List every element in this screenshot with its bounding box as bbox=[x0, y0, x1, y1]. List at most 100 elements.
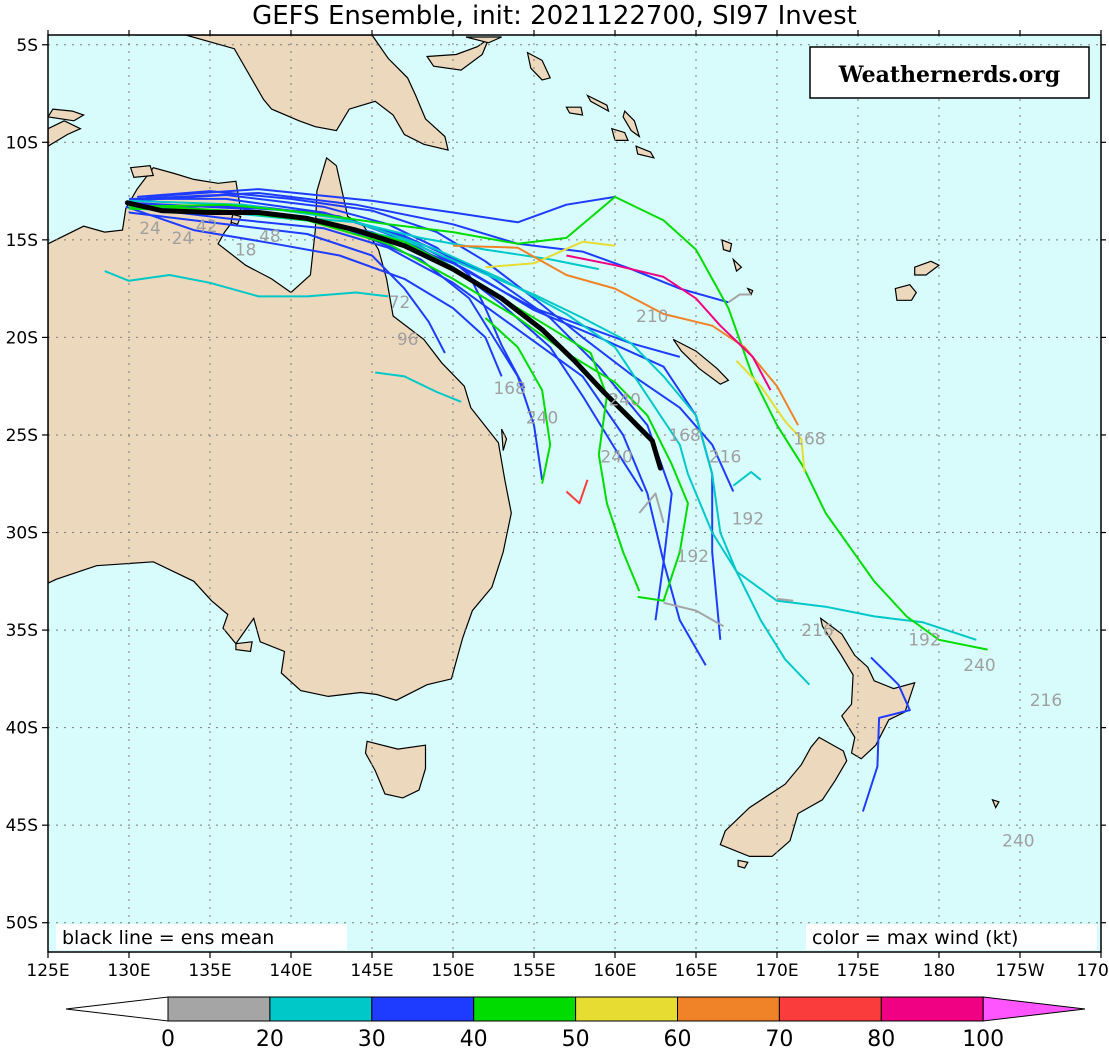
land-espiritu-santo bbox=[721, 238, 733, 253]
ensemble-member-track bbox=[128, 207, 689, 602]
land-viti-levu bbox=[894, 284, 918, 301]
ensemble-member-track bbox=[104, 270, 389, 298]
colorbar-segment bbox=[269, 996, 373, 1022]
land-new-guinea bbox=[135, 35, 449, 151]
legend-left-box: black line = ens mean bbox=[56, 924, 347, 950]
land-new-caledonia bbox=[672, 338, 730, 385]
ensemble-member-track bbox=[125, 205, 503, 377]
land-fraser-island bbox=[501, 428, 508, 451]
colorbar-under-arrow bbox=[65, 996, 169, 1022]
lon-tick-label: 155E bbox=[512, 961, 555, 981]
colorbar-label: 50 bbox=[562, 1027, 590, 1051]
lat-tick-label: 45S bbox=[6, 816, 38, 836]
credit-text: Weathernerds.org bbox=[838, 62, 1061, 88]
ensemble-member-track bbox=[128, 207, 811, 686]
lat-tick-label: 40S bbox=[6, 719, 38, 739]
colorbar-segment bbox=[167, 996, 271, 1022]
land-new-ireland bbox=[465, 36, 502, 44]
colorbar-label: 30 bbox=[358, 1027, 386, 1051]
colorbar-segment bbox=[677, 996, 780, 1022]
land-stewart-island bbox=[737, 859, 749, 869]
lat-tick-label: 30S bbox=[6, 524, 38, 544]
ensemble-member-track bbox=[663, 601, 724, 628]
ensemble-member-track bbox=[485, 240, 616, 269]
land-layer bbox=[48, 35, 1000, 869]
lat-tick-label: 20S bbox=[6, 328, 38, 348]
legend-left-bg bbox=[56, 924, 347, 950]
land-south-island bbox=[719, 736, 848, 858]
ensemble-tracks bbox=[104, 188, 988, 812]
lon-tick-label: 130E bbox=[107, 961, 150, 981]
ensemble-member-track bbox=[128, 194, 526, 389]
wind-colorbar: 0 20 30 40 50 60 70 80 100 bbox=[65, 996, 1086, 1051]
land-guadalcanal bbox=[610, 127, 629, 141]
lon-tick-label: 170W bbox=[1076, 961, 1109, 981]
lon-tick-label: 125E bbox=[26, 961, 69, 981]
forecast-hour-label: 72 bbox=[389, 293, 411, 313]
forecast-hour-label: 168 bbox=[668, 426, 700, 446]
forecast-hour-label: 240 bbox=[1002, 832, 1034, 852]
land-new-georgia bbox=[565, 106, 584, 116]
ensemble-member-track bbox=[129, 197, 722, 640]
forecast-hour-label: 192 bbox=[677, 547, 709, 567]
credit-box: Weathernerds.org bbox=[809, 46, 1090, 99]
lon-tick-label: 140E bbox=[269, 961, 312, 981]
lon-tick-label: 175E bbox=[836, 961, 879, 981]
ensemble-member-track bbox=[137, 190, 735, 492]
land-makira bbox=[635, 145, 656, 159]
chart-title: GEFS Ensemble, init: 2021122700, SI97 In… bbox=[252, 1, 857, 31]
forecast-hour-label: 216 bbox=[1030, 691, 1062, 711]
map-frame bbox=[47, 34, 1102, 953]
credit-box-frame bbox=[809, 46, 1090, 99]
legend-right-box: color = max wind (kt) bbox=[806, 924, 1097, 950]
ensemble-member-track bbox=[145, 188, 616, 224]
ensemble-member-track bbox=[452, 244, 799, 426]
ensemble-member-track bbox=[727, 293, 752, 304]
forecast-hour-label: 168 bbox=[793, 430, 825, 450]
lat-tick-label: 5S bbox=[16, 36, 38, 56]
legend-color-text: color = max wind (kt) bbox=[812, 927, 1018, 949]
ensemble-member-track bbox=[128, 199, 599, 271]
ensemble-member-track bbox=[128, 211, 446, 354]
ensemble-member-track bbox=[566, 254, 772, 391]
land-timor bbox=[48, 120, 82, 147]
colorbar-label: 70 bbox=[765, 1027, 793, 1051]
ensemble-member-track bbox=[776, 597, 794, 602]
ensemble-member-track bbox=[565, 479, 589, 505]
forecast-hour-label: 168 bbox=[493, 379, 525, 399]
colorbar-label: 80 bbox=[867, 1027, 895, 1051]
forecast-hour-label: 216 bbox=[801, 621, 833, 641]
forecast-hour-label: 42 bbox=[196, 217, 218, 237]
colorbar-segment bbox=[473, 996, 577, 1022]
land-efate bbox=[746, 287, 754, 296]
forecast-hour-label: 240 bbox=[963, 656, 995, 676]
lon-tick-label: 165E bbox=[674, 961, 717, 981]
land-chatham bbox=[991, 798, 1000, 809]
lat-tick-label: 35S bbox=[6, 621, 38, 641]
forecast-hour-label: 24 bbox=[172, 229, 194, 249]
lon-tick-label: 160E bbox=[593, 961, 636, 981]
lat-tick-label: 10S bbox=[6, 133, 38, 153]
forecast-hour-label: 96 bbox=[397, 330, 419, 350]
land-north-island bbox=[819, 616, 916, 760]
forecast-hour-label: 240 bbox=[600, 447, 632, 467]
ensemble-member-track bbox=[128, 203, 977, 641]
ensemble-member-track bbox=[638, 492, 665, 524]
lon-tick-label: 180 bbox=[923, 961, 955, 981]
land-west-papua bbox=[48, 108, 86, 122]
land-santa-isabel bbox=[586, 94, 610, 113]
land-malakula bbox=[732, 257, 743, 273]
colorbar-segment bbox=[880, 996, 984, 1022]
legend-ens-mean-text: black line = ens mean bbox=[62, 927, 274, 949]
lat-tick-label: 15S bbox=[6, 231, 38, 251]
land-tasmania bbox=[364, 740, 427, 799]
lat-tick-label: 50S bbox=[6, 914, 38, 934]
colorbar-label: 100 bbox=[962, 1027, 1004, 1051]
forecast-hour-label: 192 bbox=[732, 510, 764, 530]
colorbar-label: 0 bbox=[161, 1027, 175, 1051]
land-vanua-levu bbox=[914, 260, 941, 276]
forecast-hour-labels: 24 24421848729616824024024016821616819219… bbox=[139, 217, 1062, 852]
forecast-hour-label: 24 bbox=[139, 219, 161, 239]
ensemble-member-track bbox=[128, 195, 988, 651]
